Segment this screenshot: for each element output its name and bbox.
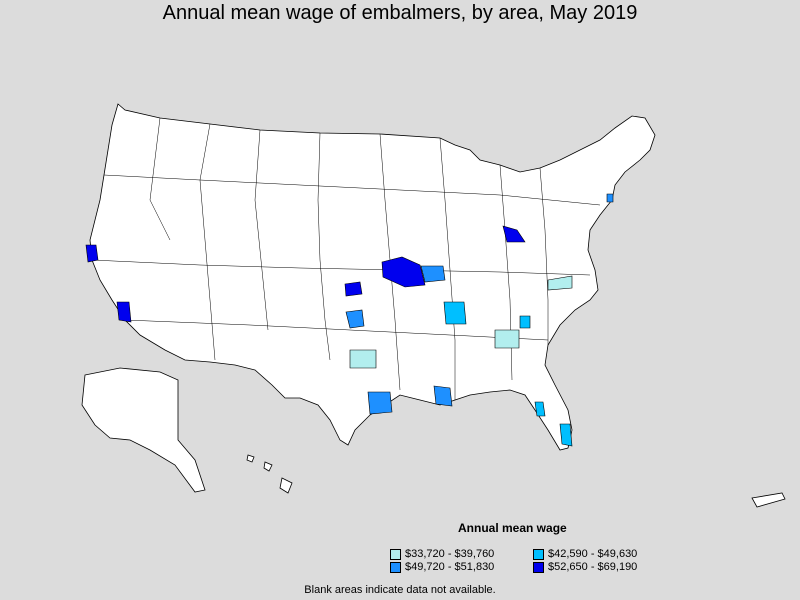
area-wichita (344, 281, 363, 297)
legend-label-2: $42,590 - $49,630 (548, 548, 638, 560)
legend-item-3: $49,720 - $51,830 (390, 561, 494, 573)
legend-item-2: $42,590 - $49,630 (533, 548, 637, 560)
puerto-rico (751, 492, 786, 508)
area-houston (367, 391, 393, 415)
legend-swatch-4 (533, 561, 544, 573)
legend-title: Annual mean wage (458, 521, 567, 535)
area-alabama (494, 329, 520, 349)
alaska (81, 367, 206, 493)
legend-item-1: $33,720 - $39,760 (390, 548, 494, 560)
area-florida-miami (559, 423, 573, 447)
area-kansas-city (381, 256, 426, 288)
legend-item-4: $52,650 - $69,190 (533, 561, 637, 573)
area-oklahoma (345, 309, 365, 329)
area-arkansas (443, 301, 467, 325)
area-missouri (420, 265, 446, 283)
area-florida-tampa (534, 401, 546, 417)
legend-label-4: $52,650 - $69,190 (548, 561, 638, 573)
legend-label-3: $49,720 - $51,830 (405, 561, 495, 573)
wage-areas (85, 193, 614, 447)
footnote: Blank areas indicate data not available. (304, 584, 496, 596)
hawaii (246, 454, 293, 494)
area-texas-north (349, 349, 377, 369)
legend-label-1: $33,720 - $39,760 (405, 548, 495, 560)
area-massachusetts (606, 193, 614, 203)
area-louisiana (433, 385, 453, 407)
area-los-angeles (116, 301, 132, 323)
area-chicago-east (502, 225, 526, 243)
area-georgia (519, 315, 531, 329)
legend-swatch-3 (390, 561, 401, 573)
area-san-francisco (85, 244, 99, 263)
legend-swatch-1 (390, 548, 401, 560)
map-title: Annual mean wage of embalmers, by area, … (162, 2, 638, 24)
legend-swatch-2 (533, 548, 544, 560)
area-virginia (547, 275, 573, 291)
